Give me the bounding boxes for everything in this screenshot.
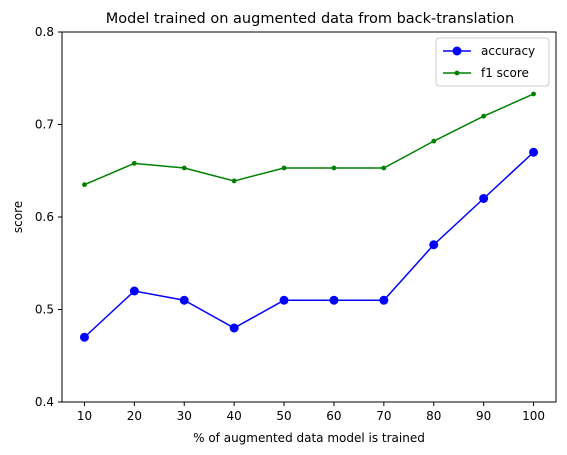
f1-score-point — [331, 165, 337, 171]
f1-score-point — [531, 91, 536, 97]
legend-accuracy-marker — [452, 46, 462, 56]
plot-frame — [61, 31, 557, 403]
accuracy-point — [229, 323, 239, 333]
chart-title: Model trained on augmented data from bac… — [106, 11, 515, 27]
x-tick-label: 50 — [276, 409, 291, 423]
f1-score-point — [431, 138, 437, 144]
accuracy-point — [329, 295, 339, 305]
accuracy-line — [83, 151, 535, 338]
x-tick-label: 90 — [476, 409, 491, 423]
x-tick-label: 70 — [376, 409, 391, 423]
x-tick-label: 100 — [522, 409, 545, 423]
accuracy-point — [529, 147, 539, 157]
y-axis-label: score — [11, 201, 25, 233]
accuracy-point — [129, 286, 139, 296]
accuracy-point — [79, 332, 89, 342]
x-axis: 10 20 30 40 50 60 70 80 90 100 — [77, 402, 545, 423]
f1-score-line — [84, 93, 534, 186]
f1-score-point — [231, 178, 237, 184]
y-axis: 0.4 0.5 0.6 0.7 0.8 — [35, 25, 62, 409]
legend-frame — [435, 37, 550, 87]
y-tick-label: 0.7 — [35, 118, 54, 132]
accuracy-point — [429, 240, 439, 250]
accuracy-point — [379, 295, 389, 305]
x-tick-label: 80 — [426, 409, 441, 423]
legend-f1-score-label: f1 score — [481, 66, 529, 80]
f1-score-point — [131, 160, 137, 166]
y-tick-label: 0.4 — [35, 395, 54, 409]
accuracy-point — [279, 295, 289, 305]
f1-score-point — [82, 182, 87, 188]
x-tick-label: 60 — [326, 409, 341, 423]
f1-score-point — [481, 113, 487, 119]
x-tick-label: 30 — [177, 409, 192, 423]
legend-accuracy-label: accuracy — [481, 44, 535, 58]
f1-score-point — [281, 165, 287, 171]
plot-area: 10 20 30 40 50 60 70 80 90 100 0.4 0.5 0.6 0.7 0.8 — [35, 25, 557, 423]
x-tick-label: 10 — [77, 409, 92, 423]
y-tick-label: 0.5 — [35, 303, 54, 317]
x-tick-label: 40 — [227, 409, 242, 423]
accuracy-point — [179, 295, 189, 305]
y-tick-label: 0.8 — [35, 25, 54, 39]
accuracy-point — [479, 194, 489, 203]
series-layer — [79, 91, 539, 342]
f1-score-point — [381, 165, 387, 171]
y-tick-label: 0.6 — [35, 210, 54, 224]
legend: accuracy f1 score — [435, 37, 550, 87]
legend-f1-score-marker — [454, 70, 460, 76]
f1-score-point — [181, 165, 187, 171]
x-axis-label: % of augmented data model is trained — [193, 431, 425, 445]
x-tick-label: 20 — [127, 409, 142, 423]
